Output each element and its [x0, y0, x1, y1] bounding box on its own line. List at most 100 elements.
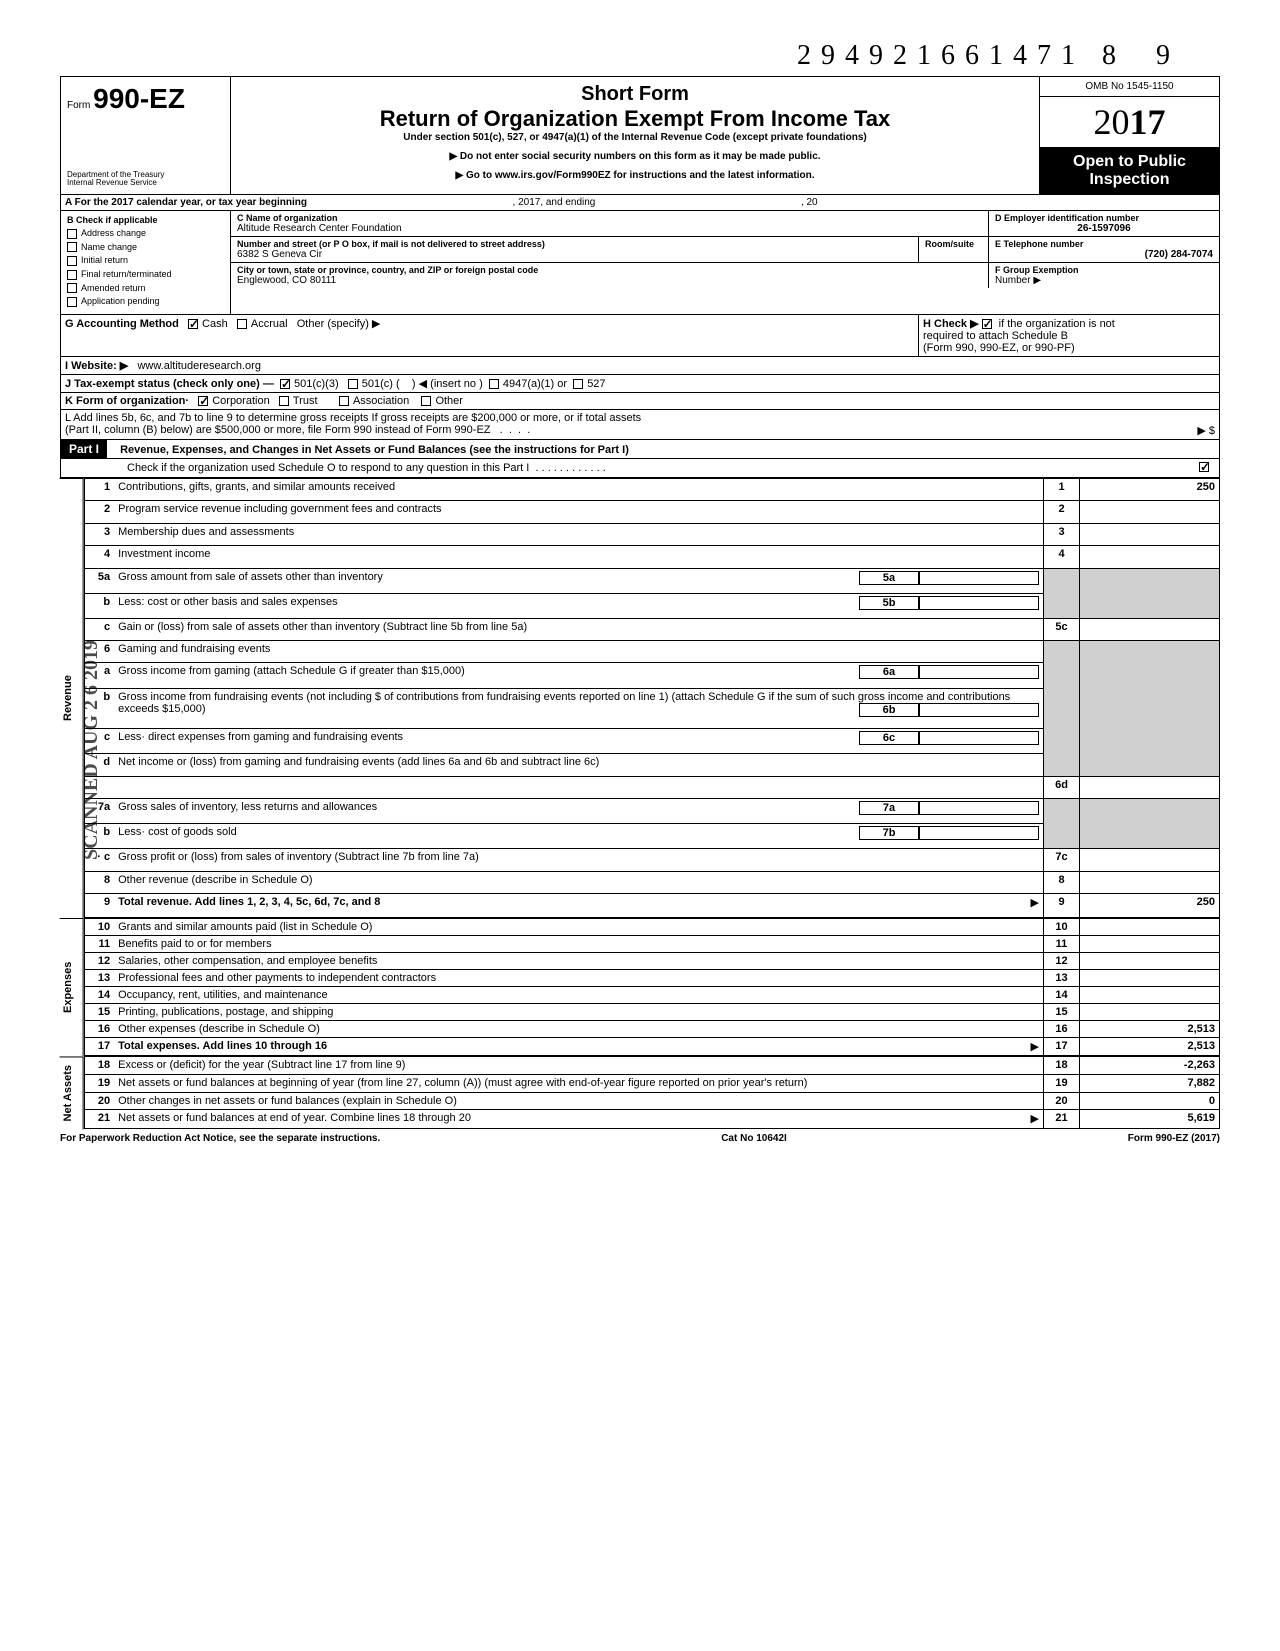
phone: (720) 284-7074 [995, 249, 1213, 260]
line-3: 3Membership dues and assessments3 [84, 523, 1219, 545]
h-text: if the organization is not [999, 318, 1115, 330]
part1-check-text: Check if the organization used Schedule … [67, 462, 529, 474]
line-a-row: A For the 2017 calendar year, or tax yea… [60, 195, 1220, 211]
form-header: Form 990-EZ Department of the Treasury I… [60, 76, 1220, 195]
title-under: Under section 501(c), 527, or 4947(a)(1)… [241, 132, 1029, 143]
f-label2: Number ▶ [995, 275, 1041, 286]
title-main: Return of Organization Exempt From Incom… [241, 106, 1029, 132]
j-row: J Tax-exempt status (check only one) — 5… [60, 375, 1220, 393]
line-12: 12Salaries, other compensation, and empl… [84, 952, 1219, 969]
line-7c: · cGross profit or (loss) from sales of … [84, 849, 1219, 871]
c-block: C Name of organization Altitude Research… [231, 211, 989, 236]
checkbox-icon [67, 229, 77, 239]
dept-irs: Internal Revenue Service [67, 179, 224, 188]
i-label: I Website: ▶ [65, 360, 128, 372]
i-row: I Website: ▶ www.altituderesearch.org [60, 357, 1220, 375]
revenue-table: 1Contributions, gifts, grants, and simil… [84, 478, 1220, 918]
l-text2: (Part II, column (B) below) are $500,000… [65, 424, 491, 436]
line-20: 20Other changes in net assets or fund ba… [84, 1092, 1219, 1110]
k-label: K Form of organization· [65, 395, 189, 407]
chk-final[interactable]: Final return/terminated [67, 269, 224, 280]
part1-title: Revenue, Expenses, and Changes in Net As… [110, 444, 629, 456]
org-name: Altitude Research Center Foundation [237, 223, 402, 234]
part1-label: Part I [61, 440, 107, 458]
addr-label: Number and street (or P O box, if mail i… [237, 239, 912, 249]
chk-501c3[interactable] [280, 379, 290, 389]
h-text2: required to attach Schedule B [923, 330, 1068, 342]
line-6: 6Gaming and fundraising events [84, 641, 1219, 663]
year-prefix: 20 [1094, 102, 1130, 142]
g-block: G Accounting Method Cash Accrual Other (… [61, 315, 919, 356]
expenses-table: 10Grants and similar amounts paid (list … [84, 918, 1220, 1056]
note-url: ▶ Go to www.irs.gov/Form990EZ for instru… [241, 170, 1029, 181]
section-b: B Check if applicable Address change Nam… [61, 211, 231, 314]
form-number-block: Form 990-EZ [67, 83, 224, 115]
title-short: Short Form [241, 83, 1029, 106]
line-19: 19Net assets or fund balances at beginni… [84, 1074, 1219, 1092]
city-block: City or town, state or province, country… [231, 263, 989, 288]
scanned-stamp: SCANNED AUG 2 6 2019 [80, 640, 103, 860]
k-row: K Form of organization· Corporation Trus… [60, 393, 1220, 410]
netassets-label: Net Assets [60, 1056, 84, 1129]
addr-block: Number and street (or P O box, if mail i… [231, 237, 919, 262]
line-16: 16Other expenses (describe in Schedule O… [84, 1020, 1219, 1037]
part1-check-row: Check if the organization used Schedule … [60, 459, 1220, 478]
chk-pending[interactable]: Application pending [67, 296, 224, 307]
chk-trust[interactable] [279, 396, 289, 406]
chk-assoc[interactable] [339, 396, 349, 406]
city-label: City or town, state or province, country… [237, 265, 982, 275]
j-block: J Tax-exempt status (check only one) — 5… [61, 375, 1219, 392]
chk-initial[interactable]: Initial return [67, 255, 224, 266]
line-5a: 5aGross amount from sale of assets other… [84, 568, 1219, 593]
line-a: A For the 2017 calendar year, or tax yea… [61, 195, 1219, 210]
footer-right: Form 990-EZ (2017) [1128, 1133, 1220, 1144]
chk-address[interactable]: Address change [67, 228, 224, 239]
street-address: 6382 S Geneva Cir [237, 249, 322, 260]
form-prefix: Form [67, 100, 90, 111]
line-15: 15Printing, publications, postage, and s… [84, 1003, 1219, 1020]
line-4: 4Investment income4 [84, 546, 1219, 568]
website: www.altituderesearch.org [137, 360, 261, 372]
h-block: H Check ▶ if the organization is not req… [919, 315, 1219, 356]
chk-527[interactable] [573, 379, 583, 389]
part1-body: Revenue 1Contributions, gifts, grants, a… [60, 478, 1220, 918]
line-13: 13Professional fees and other payments t… [84, 969, 1219, 986]
chk-corp[interactable] [198, 396, 208, 406]
chk-amended[interactable]: Amended return [67, 283, 224, 294]
form-number: 990-EZ [93, 83, 185, 114]
l-arrow: ▶ $ [1197, 424, 1215, 437]
line-1: 1Contributions, gifts, grants, and simil… [84, 478, 1219, 500]
line-a-text: A For the 2017 calendar year, or tax yea… [65, 197, 307, 208]
footer-mid: Cat No 10642I [721, 1133, 787, 1144]
e-block: E Telephone number (720) 284-7074 [989, 237, 1219, 262]
dept-block: Department of the Treasury Internal Reve… [67, 171, 224, 189]
line-5c: cGain or (loss) from sale of assets othe… [84, 618, 1219, 640]
line-a-end: , 20 [801, 197, 818, 208]
j-label: J Tax-exempt status (check only one) — [65, 378, 274, 390]
chk-name[interactable]: Name change [67, 242, 224, 253]
chk-accrual[interactable] [237, 319, 247, 329]
line-10: 10Grants and similar amounts paid (list … [84, 918, 1219, 935]
omb-number: OMB No 1545-1150 [1040, 77, 1219, 97]
chk-h[interactable] [982, 319, 992, 329]
note-ssn: ▶ Do not enter social security numbers o… [241, 151, 1029, 162]
checkbox-icon [67, 283, 77, 293]
line-21: 21Net assets or fund balances at end of … [84, 1110, 1219, 1129]
checkbox-icon [67, 256, 77, 266]
header-left: Form 990-EZ Department of the Treasury I… [61, 77, 231, 194]
open-line1: Open to Public [1044, 153, 1215, 171]
chk-501c[interactable] [348, 379, 358, 389]
d-block: D Employer identification number 26-1597… [989, 211, 1219, 236]
chk-4947[interactable] [489, 379, 499, 389]
page-footer: For Paperwork Reduction Act Notice, see … [60, 1133, 1220, 1144]
line-7a: 7aGross sales of inventory, less returns… [84, 799, 1219, 824]
line-8: 8Other revenue (describe in Schedule O)8 [84, 871, 1219, 893]
tax-year: 2017 [1040, 97, 1219, 147]
h-text3: (Form 990, 990-EZ, or 990-PF) [923, 342, 1075, 354]
chk-schedule-o[interactable] [1199, 462, 1209, 472]
chk-cash[interactable] [188, 319, 198, 329]
chk-other[interactable] [421, 396, 431, 406]
line-17: 17Total expenses. Add lines 10 through 1… [84, 1037, 1219, 1055]
line-a-mid: , 2017, and ending [513, 197, 596, 208]
f-label: F Group Exemption [995, 265, 1079, 275]
